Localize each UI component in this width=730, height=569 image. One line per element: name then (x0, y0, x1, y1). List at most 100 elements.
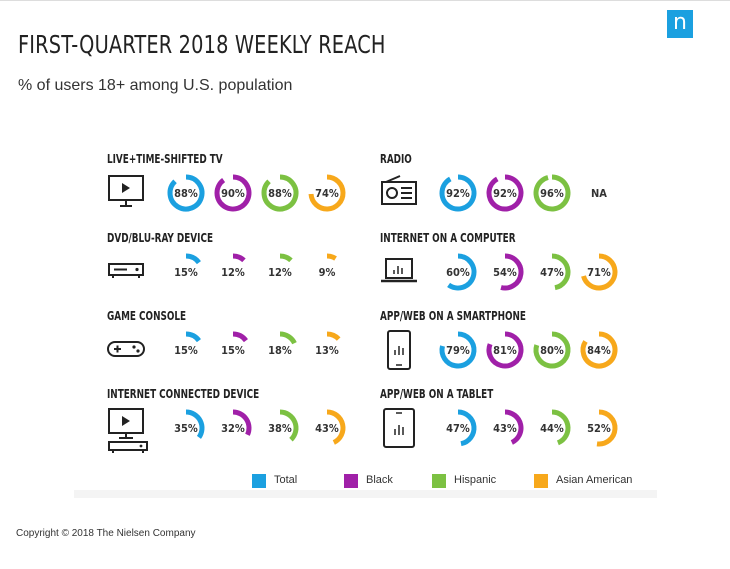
gauge-game-console-asian-american: 13% (315, 331, 341, 357)
gauge-arc-game-console-black (232, 331, 248, 343)
gauge-arc-app-web-on-a-tablet-total (457, 409, 477, 447)
laptop-icon (380, 251, 420, 296)
gauge-label-game-console-hispanic: 18% (268, 344, 292, 357)
gauge-label-internet-connected-device-black: 32% (221, 422, 245, 435)
category-label-app-web-on-a-smartphone: APP/WEB ON A SMARTPHONE (380, 309, 526, 323)
gauge-arc-radio-hispanic (533, 174, 571, 212)
legend-label-black: Black (366, 474, 393, 486)
gauge-label-live-time-shifted-tv-black: 90% (221, 187, 245, 200)
chart-title: FIRST-QUARTER 2018 WEEKLY REACH (18, 30, 386, 59)
category-label-app-web-on-a-tablet: APP/WEB ON A TABLET (380, 387, 494, 401)
gauge-dvd-blu-ray-device-total: 15% (174, 253, 201, 279)
gauge-live-time-shifted-tv-black: 90% (214, 174, 252, 212)
top-divider (0, 0, 730, 1)
gauge-label-app-web-on-a-tablet-hispanic: 44% (540, 422, 564, 435)
nielsen-logo: n (667, 10, 693, 38)
gauge-arc-app-web-on-a-smartphone-total (439, 331, 477, 369)
gauge-live-time-shifted-tv-hispanic: 88% (261, 174, 299, 212)
legend-swatch-black (344, 474, 358, 488)
smartphone-icon (380, 329, 420, 378)
tv-icon (107, 172, 147, 217)
gauge-label-game-console-total: 15% (174, 344, 198, 357)
gauge-arc-internet-on-a-computer-black (500, 253, 524, 291)
gauge-label-internet-on-a-computer-total: 60% (446, 266, 470, 279)
tablet-icon (380, 407, 420, 456)
gauge-internet-on-a-computer-black: 54% (493, 253, 524, 291)
gauge-arc-radio-total (439, 174, 477, 212)
gauge-label-live-time-shifted-tv-total: 88% (174, 187, 198, 200)
gauge-arc-app-web-on-a-smartphone-black (486, 331, 524, 369)
gauge-radio-hispanic: 96% (533, 174, 571, 212)
gauge-label-game-console-asian-american: 13% (315, 344, 339, 357)
gauge-arc-live-time-shifted-tv-black (214, 174, 252, 212)
gauge-app-web-on-a-tablet-total: 47% (446, 409, 477, 447)
gauge-arc-live-time-shifted-tv-asian-american (308, 174, 346, 212)
gauge-app-web-on-a-tablet-hispanic: 44% (540, 409, 571, 446)
gauge-app-web-on-a-smartphone-hispanic: 80% (533, 331, 571, 369)
gauge-arc-internet-on-a-computer-hispanic (551, 253, 571, 291)
gauge-dvd-blu-ray-device-asian-american: 9% (319, 253, 337, 279)
gauge-app-web-on-a-smartphone-asian-american: 84% (580, 331, 618, 369)
gauge-internet-connected-device-black: 32% (221, 409, 252, 436)
gauge-label-app-web-on-a-tablet-asian-american: 52% (587, 422, 611, 435)
gauge-label-internet-on-a-computer-black: 54% (493, 266, 517, 279)
gauge-label-internet-on-a-computer-hispanic: 47% (540, 266, 564, 279)
gauge-label-app-web-on-a-smartphone-total: 79% (446, 344, 470, 357)
gauge-arc-dvd-blu-ray-device-asian-american (326, 253, 337, 261)
chart-subtitle: % of users 18+ among U.S. population (18, 77, 293, 94)
category-label-game-console: GAME CONSOLE (107, 309, 187, 323)
gauge-dvd-blu-ray-device-black: 12% (221, 253, 246, 279)
gauge-arc-internet-connected-device-total (185, 409, 205, 439)
gauge-app-web-on-a-tablet-asian-american: 52% (587, 409, 618, 447)
gauge-arc-internet-connected-device-asian-american (326, 409, 346, 445)
gauge-arc-app-web-on-a-smartphone-asian-american (580, 331, 618, 369)
dvd-player-icon (107, 251, 147, 296)
gauge-label-internet-on-a-computer-asian-american: 71% (587, 266, 611, 279)
gauge-game-console-hispanic: 18% (268, 331, 297, 357)
gauge-app-web-on-a-tablet-black: 43% (493, 409, 524, 445)
gauge-internet-connected-device-total: 35% (174, 409, 205, 439)
gauge-label-live-time-shifted-tv-hispanic: 88% (268, 187, 292, 200)
gauge-dvd-blu-ray-device-hispanic: 12% (268, 253, 293, 279)
gauge-game-console-total: 15% (174, 331, 201, 357)
gauge-radio-total: 92% (439, 174, 477, 212)
gauge-arc-internet-connected-device-black (232, 409, 252, 436)
gauge-label-dvd-blu-ray-device-asian-american: 9% (319, 266, 336, 279)
copyright: Copyright © 2018 The Nielsen Company (16, 528, 196, 539)
gauge-label-radio-black: 92% (493, 187, 517, 200)
gauge-arc-internet-on-a-computer-asian-american (581, 253, 618, 291)
gauge-app-web-on-a-smartphone-black: 81% (486, 331, 524, 369)
gauge-label-dvd-blu-ray-device-hispanic: 12% (268, 266, 292, 279)
category-label-internet-connected-device: INTERNET CONNECTED DEVICE (107, 387, 260, 401)
gauge-internet-connected-device-hispanic: 38% (268, 409, 299, 442)
gauge-radio-asian-american: NA (591, 187, 607, 200)
gauge-label-dvd-blu-ray-device-black: 12% (221, 266, 245, 279)
radio-icon (380, 172, 420, 217)
gauge-label-internet-connected-device-asian-american: 43% (315, 422, 339, 435)
legend-label-asian-american: Asian American (556, 474, 633, 486)
game-controller-icon (107, 329, 147, 374)
legend-label-total: Total (274, 474, 298, 486)
gauge-label-live-time-shifted-tv-asian-american: 74% (315, 187, 339, 200)
legend-label-hispanic: Hispanic (454, 474, 497, 486)
gauge-label-radio-asian-american: NA (591, 187, 607, 200)
gauge-label-radio-hispanic: 96% (540, 187, 564, 200)
legend-swatch-total (252, 474, 266, 488)
gauge-live-time-shifted-tv-total: 88% (167, 174, 205, 212)
gauge-arc-app-web-on-a-smartphone-hispanic (533, 331, 571, 369)
connected-tv-icon (107, 407, 151, 460)
gauge-arc-live-time-shifted-tv-total (167, 174, 205, 212)
gauge-label-game-console-black: 15% (221, 344, 245, 357)
gauge-label-dvd-blu-ray-device-total: 15% (174, 266, 198, 279)
legend-swatch-asian-american (534, 474, 548, 488)
category-label-radio: RADIO (380, 152, 412, 166)
gauge-label-internet-connected-device-total: 35% (174, 422, 198, 435)
gauge-arc-app-web-on-a-tablet-black (504, 409, 524, 445)
gauge-label-app-web-on-a-tablet-black: 43% (493, 422, 517, 435)
gauge-arc-radio-black (486, 174, 524, 212)
gauge-internet-on-a-computer-asian-american: 71% (581, 253, 618, 291)
gauge-arc-internet-on-a-computer-total (447, 253, 477, 291)
gauge-label-app-web-on-a-tablet-total: 47% (446, 422, 470, 435)
gauge-arc-dvd-blu-ray-device-hispanic (279, 253, 293, 263)
gauge-game-console-black: 15% (221, 331, 248, 357)
